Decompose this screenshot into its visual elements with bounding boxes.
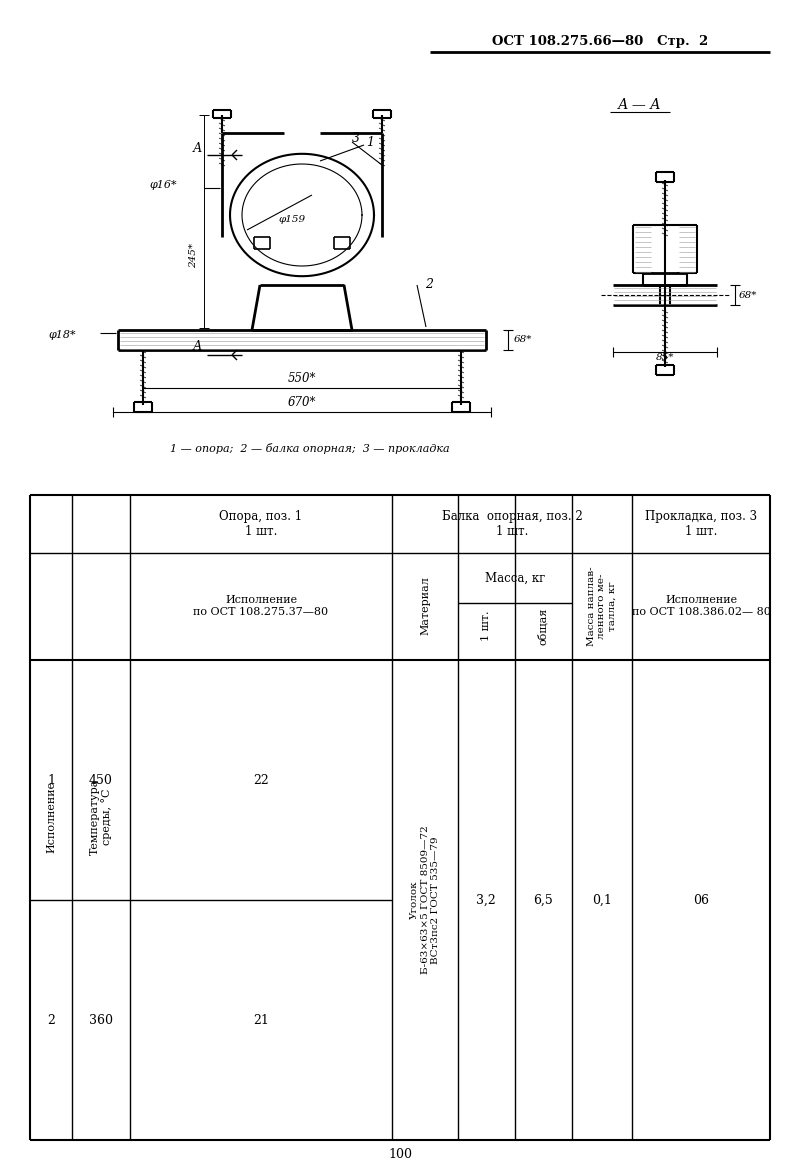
Text: φ16*: φ16* bbox=[150, 180, 177, 190]
Text: φ18*: φ18* bbox=[48, 331, 76, 340]
Text: 2: 2 bbox=[425, 278, 433, 292]
Text: общая: общая bbox=[538, 607, 548, 645]
Text: Прокладка, поз. 3
1 шт.: Прокладка, поз. 3 1 шт. bbox=[645, 510, 757, 538]
Text: 85*: 85* bbox=[656, 353, 674, 362]
Text: Температура
среды, °С: Температура среды, °С bbox=[90, 779, 112, 855]
Text: 06: 06 bbox=[693, 894, 709, 906]
Text: А: А bbox=[192, 341, 202, 354]
Text: 1 — опора;  2 — балка опорная;  3 — прокладка: 1 — опора; 2 — балка опорная; 3 — прокла… bbox=[170, 443, 450, 453]
Text: ОСТ 108.275.66—80   Стр.  2: ОСТ 108.275.66—80 Стр. 2 bbox=[492, 35, 708, 48]
Text: 21: 21 bbox=[253, 1014, 269, 1027]
Text: 550*: 550* bbox=[288, 371, 316, 384]
Text: φ159: φ159 bbox=[278, 216, 306, 224]
Text: 2: 2 bbox=[47, 1014, 55, 1027]
Text: 100: 100 bbox=[388, 1148, 412, 1161]
Text: 670*: 670* bbox=[288, 396, 316, 409]
Text: А — А: А — А bbox=[618, 98, 662, 112]
Text: 22: 22 bbox=[253, 773, 269, 786]
Text: Уголок
Б-63×63×5 ГОСТ 8509—72
ВСт3пс2 ГОСТ 535—79: Уголок Б-63×63×5 ГОСТ 8509—72 ВСт3пс2 ГО… bbox=[410, 826, 440, 974]
Text: Материал: Материал bbox=[420, 577, 430, 635]
Text: 0,1: 0,1 bbox=[592, 894, 612, 906]
Text: Исполнение: Исполнение bbox=[46, 781, 56, 853]
Text: А: А bbox=[192, 141, 202, 154]
Text: Масса наплав-
ленного ме-
талла, кг: Масса наплав- ленного ме- талла, кг bbox=[587, 566, 617, 646]
Text: Опора, поз. 1
1 шт.: Опора, поз. 1 1 шт. bbox=[219, 510, 302, 538]
Text: 1 шт.: 1 шт. bbox=[481, 611, 491, 641]
Text: 68*: 68* bbox=[514, 335, 533, 345]
Text: 6,5: 6,5 bbox=[533, 894, 553, 906]
Text: 3,2: 3,2 bbox=[476, 894, 496, 906]
Text: 3: 3 bbox=[352, 132, 360, 145]
Text: 360: 360 bbox=[89, 1014, 113, 1027]
Text: Исполнение
по ОСТ 108.275.37—80: Исполнение по ОСТ 108.275.37—80 bbox=[194, 596, 329, 617]
Text: 450: 450 bbox=[89, 773, 113, 786]
Text: Масса, кг: Масса, кг bbox=[485, 571, 545, 584]
Text: Исполнение
по ОСТ 108.386.02— 80: Исполнение по ОСТ 108.386.02— 80 bbox=[631, 596, 770, 617]
Text: 245*: 245* bbox=[190, 243, 198, 267]
Text: 1: 1 bbox=[366, 137, 374, 150]
Text: 68*: 68* bbox=[739, 291, 758, 299]
Text: Балка  опорная, поз. 2
1 шт.: Балка опорная, поз. 2 1 шт. bbox=[442, 510, 582, 538]
Text: 1: 1 bbox=[47, 773, 55, 786]
